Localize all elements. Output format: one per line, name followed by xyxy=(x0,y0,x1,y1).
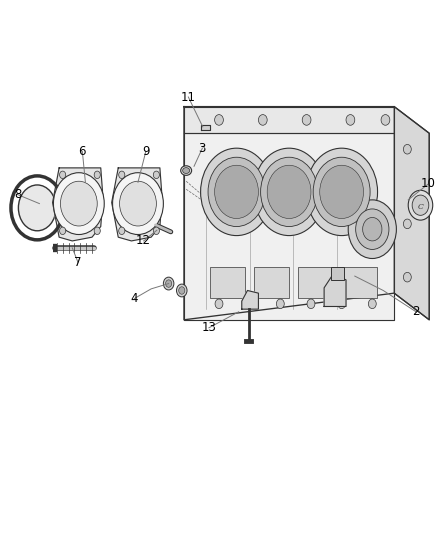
Polygon shape xyxy=(112,168,162,241)
Text: 7: 7 xyxy=(74,256,82,269)
Circle shape xyxy=(215,299,223,309)
Circle shape xyxy=(320,165,364,219)
Circle shape xyxy=(368,299,376,309)
Bar xyxy=(342,266,377,298)
Circle shape xyxy=(60,171,66,179)
Text: 2: 2 xyxy=(412,305,420,318)
Circle shape xyxy=(346,115,355,125)
Polygon shape xyxy=(184,107,394,133)
Circle shape xyxy=(348,200,396,259)
Ellipse shape xyxy=(180,166,192,175)
Circle shape xyxy=(60,227,66,235)
Circle shape xyxy=(119,227,125,235)
Circle shape xyxy=(119,171,125,179)
Circle shape xyxy=(215,165,258,219)
Polygon shape xyxy=(242,290,258,309)
Circle shape xyxy=(403,144,411,154)
Circle shape xyxy=(18,185,56,231)
Bar xyxy=(298,266,333,298)
Circle shape xyxy=(307,299,315,309)
Circle shape xyxy=(208,157,265,227)
Circle shape xyxy=(215,115,223,125)
Circle shape xyxy=(153,227,159,235)
Circle shape xyxy=(403,219,411,229)
Circle shape xyxy=(363,217,382,241)
Circle shape xyxy=(267,165,311,219)
Circle shape xyxy=(177,284,187,297)
Polygon shape xyxy=(394,107,429,320)
Bar xyxy=(210,266,245,298)
Ellipse shape xyxy=(183,168,190,174)
Text: C: C xyxy=(417,203,424,211)
Polygon shape xyxy=(184,133,394,320)
Text: 10: 10 xyxy=(421,177,436,190)
Circle shape xyxy=(60,181,97,226)
Circle shape xyxy=(94,171,100,179)
Polygon shape xyxy=(53,168,103,241)
Text: 13: 13 xyxy=(201,321,216,334)
Circle shape xyxy=(153,171,159,179)
Text: 4: 4 xyxy=(131,292,138,305)
Circle shape xyxy=(261,157,318,227)
Circle shape xyxy=(253,148,325,236)
Text: 6: 6 xyxy=(78,145,86,158)
Text: 8: 8 xyxy=(14,188,21,201)
Polygon shape xyxy=(201,125,210,130)
Circle shape xyxy=(412,195,429,215)
Circle shape xyxy=(408,190,433,220)
Text: 3: 3 xyxy=(199,142,206,155)
Circle shape xyxy=(120,181,156,226)
Circle shape xyxy=(201,148,272,236)
Circle shape xyxy=(163,277,174,290)
Circle shape xyxy=(306,148,378,236)
Circle shape xyxy=(179,287,185,294)
Circle shape xyxy=(403,272,411,282)
Circle shape xyxy=(113,173,163,235)
Bar xyxy=(254,266,289,298)
Circle shape xyxy=(276,299,284,309)
Bar xyxy=(331,266,344,280)
Circle shape xyxy=(313,157,370,227)
Circle shape xyxy=(258,115,267,125)
Circle shape xyxy=(94,227,100,235)
Text: 9: 9 xyxy=(142,145,150,158)
Circle shape xyxy=(338,299,346,309)
Polygon shape xyxy=(324,274,346,306)
Circle shape xyxy=(246,299,254,309)
Circle shape xyxy=(356,209,389,249)
Circle shape xyxy=(381,115,390,125)
Text: 12: 12 xyxy=(136,235,151,247)
Text: 11: 11 xyxy=(181,91,196,103)
Circle shape xyxy=(53,173,104,235)
Circle shape xyxy=(166,280,172,287)
Circle shape xyxy=(302,115,311,125)
